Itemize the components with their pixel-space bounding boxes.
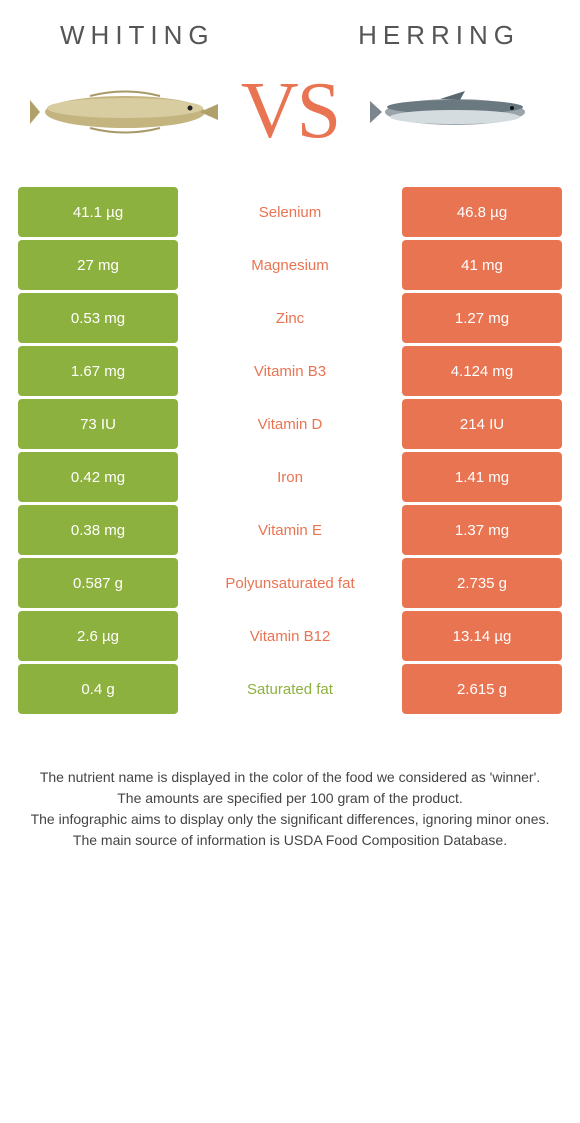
- nutrient-name: Vitamin B3: [178, 346, 402, 396]
- right-value-cell: 1.41 mg: [402, 452, 562, 502]
- right-value-cell: 46.8 µg: [402, 187, 562, 237]
- vs-row: VS: [0, 61, 580, 187]
- table-row: 0.587 gPolyunsaturated fat2.735 g: [18, 558, 562, 608]
- right-value-cell: 2.615 g: [402, 664, 562, 714]
- nutrient-name: Iron: [178, 452, 402, 502]
- left-value-cell: 27 mg: [18, 240, 178, 290]
- footnote-line: The main source of information is USDA F…: [20, 830, 560, 851]
- nutrient-table: 41.1 µgSelenium46.8 µg27 mgMagnesium41 m…: [0, 187, 580, 714]
- nutrient-name: Vitamin D: [178, 399, 402, 449]
- vs-label: VS: [241, 66, 339, 157]
- footnote-line: The amounts are specified per 100 gram o…: [20, 788, 560, 809]
- right-value-cell: 214 IU: [402, 399, 562, 449]
- nutrient-name: Selenium: [178, 187, 402, 237]
- right-value-cell: 13.14 µg: [402, 611, 562, 661]
- left-food-title: WHITING: [60, 20, 215, 51]
- left-value-cell: 73 IU: [18, 399, 178, 449]
- table-row: 73 IUVitamin D214 IU: [18, 399, 562, 449]
- header: WHITING HERRING: [0, 0, 580, 61]
- nutrient-name: Zinc: [178, 293, 402, 343]
- left-value-cell: 0.4 g: [18, 664, 178, 714]
- left-value-cell: 0.38 mg: [18, 505, 178, 555]
- left-value-cell: 0.53 mg: [18, 293, 178, 343]
- right-value-cell: 41 mg: [402, 240, 562, 290]
- table-row: 41.1 µgSelenium46.8 µg: [18, 187, 562, 237]
- table-row: 0.53 mgZinc1.27 mg: [18, 293, 562, 343]
- right-value-cell: 4.124 mg: [402, 346, 562, 396]
- table-row: 0.4 gSaturated fat2.615 g: [18, 664, 562, 714]
- herring-image: [360, 72, 550, 152]
- nutrient-name: Vitamin E: [178, 505, 402, 555]
- right-food-title: HERRING: [358, 20, 520, 51]
- left-value-cell: 0.42 mg: [18, 452, 178, 502]
- footnote-line: The infographic aims to display only the…: [20, 809, 560, 830]
- right-value-cell: 1.27 mg: [402, 293, 562, 343]
- right-value-cell: 1.37 mg: [402, 505, 562, 555]
- left-value-cell: 0.587 g: [18, 558, 178, 608]
- table-row: 1.67 mgVitamin B34.124 mg: [18, 346, 562, 396]
- right-value-cell: 2.735 g: [402, 558, 562, 608]
- nutrient-name: Vitamin B12: [178, 611, 402, 661]
- nutrient-name: Magnesium: [178, 240, 402, 290]
- nutrient-name: Saturated fat: [178, 664, 402, 714]
- table-row: 27 mgMagnesium41 mg: [18, 240, 562, 290]
- footnote-line: The nutrient name is displayed in the co…: [20, 767, 560, 788]
- left-value-cell: 41.1 µg: [18, 187, 178, 237]
- left-value-cell: 2.6 µg: [18, 611, 178, 661]
- left-value-cell: 1.67 mg: [18, 346, 178, 396]
- nutrient-name: Polyunsaturated fat: [178, 558, 402, 608]
- table-row: 0.42 mgIron1.41 mg: [18, 452, 562, 502]
- table-row: 0.38 mgVitamin E1.37 mg: [18, 505, 562, 555]
- table-row: 2.6 µgVitamin B1213.14 µg: [18, 611, 562, 661]
- footnotes: The nutrient name is displayed in the co…: [0, 717, 580, 851]
- whiting-image: [30, 72, 220, 152]
